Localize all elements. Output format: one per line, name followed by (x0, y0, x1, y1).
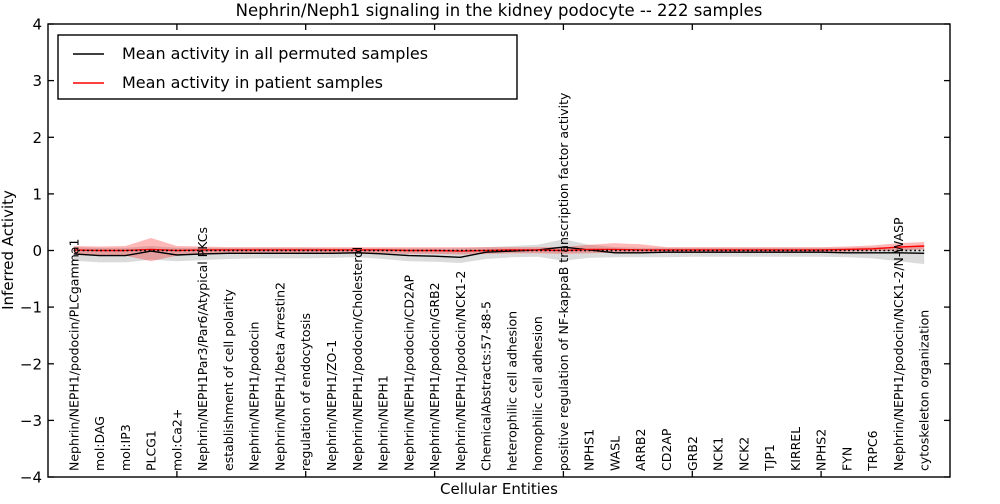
y-tick-label: 0 (32, 242, 42, 260)
entity-label: NPHS2 (814, 429, 829, 471)
legend-box (57, 34, 518, 100)
entity-label: Nephrin/NEPH1/podocin/CD2AP (401, 275, 416, 471)
entity-label: Nephrin/NEPH1/podocin/NCK1-2/N-WASP (891, 217, 906, 471)
entity-label: homophilic cell adhesion (530, 316, 545, 471)
chart-title: Nephrin/Neph1 signaling in the kidney po… (236, 1, 763, 20)
line-permuted (73, 246, 925, 259)
entity-label: mol:IP3 (118, 424, 133, 471)
y-tick-label: −1 (20, 299, 42, 317)
y-tick-label: −4 (20, 469, 42, 487)
entity-tick-labels: Nephrin/NEPH1/podocin/PLCgamma1 mol:DAG mo… (66, 92, 931, 472)
legend-label-permuted: Mean activity in all permuted samples (122, 44, 428, 63)
y-tick-labels: 4 3 2 1 0 −1 −2 −3 −4 (20, 16, 42, 487)
entity-label: Nephrin/NEPH1/ZO-1 (324, 340, 339, 471)
axis-ticks (48, 23, 950, 478)
entity-label: cytoskeleton organization (917, 310, 932, 471)
entity-label: PLCG1 (144, 430, 159, 471)
y-tick-label: 3 (32, 72, 42, 90)
y-axis-label: Inferred Activity (0, 190, 17, 310)
entity-label: Nephrin/NEPH1/beta Arrestin2 (272, 282, 287, 471)
y-tick-label: 2 (32, 129, 42, 147)
entity-label: regulation of endocytosis (298, 313, 313, 471)
y-tick-label: −2 (20, 355, 42, 373)
y-tick-label: 1 (32, 185, 42, 203)
entity-label: WASL (608, 436, 623, 471)
entity-label: NPHS1 (582, 429, 597, 471)
entity-label: FYN (839, 447, 854, 471)
entity-label: NCK2 (736, 437, 751, 471)
entity-label: ARRB2 (633, 429, 648, 471)
entity-label: mol:DAG (92, 416, 107, 471)
legend-label-patient: Mean activity in patient samples (122, 73, 383, 92)
entity-label: NCK1 (711, 437, 726, 471)
entity-label: Nephrin/NEPH1/podocin/PLCgamma1 (66, 239, 81, 471)
entity-label: KIRREL (788, 427, 803, 471)
x-axis-label: Cellular Entities (440, 480, 558, 498)
y-tick-label: −3 (20, 412, 42, 430)
entity-label: Nephrin/NEPH1/podocin (247, 322, 262, 471)
entity-label: TRPC6 (865, 430, 880, 472)
y-tick-label: 4 (32, 16, 42, 34)
entity-label: Nephrin/NEPH1 (376, 375, 391, 471)
entity-label: Nephrin/NEPH1/podocin/GRB2 (427, 282, 442, 471)
entity-label: ChemicalAbstracts:57-88-5 (479, 301, 494, 471)
entity-label: mol:Ca2+ (169, 409, 184, 471)
entity-label: Nephrin/NEPH1/podocin/NCK1-2 (453, 271, 468, 471)
entity-label: establishment of cell polarity (221, 289, 236, 471)
entity-label: GRB2 (685, 436, 700, 471)
entity-label: Nephrin/NEPH1Par3/Par6/Atypical PKCs (195, 227, 210, 471)
entity-label: CD2AP (659, 428, 674, 471)
entity-label: heterophilic cell adhesion (504, 311, 519, 471)
entity-label: Nephrin/NEPH1/podocin/Cholesterol (350, 247, 365, 471)
entity-label: positive regulation of NF-kappaB transcr… (556, 92, 571, 471)
legend: Mean activity in all permuted samples Me… (57, 34, 518, 100)
entity-label: TJP1 (762, 444, 777, 472)
